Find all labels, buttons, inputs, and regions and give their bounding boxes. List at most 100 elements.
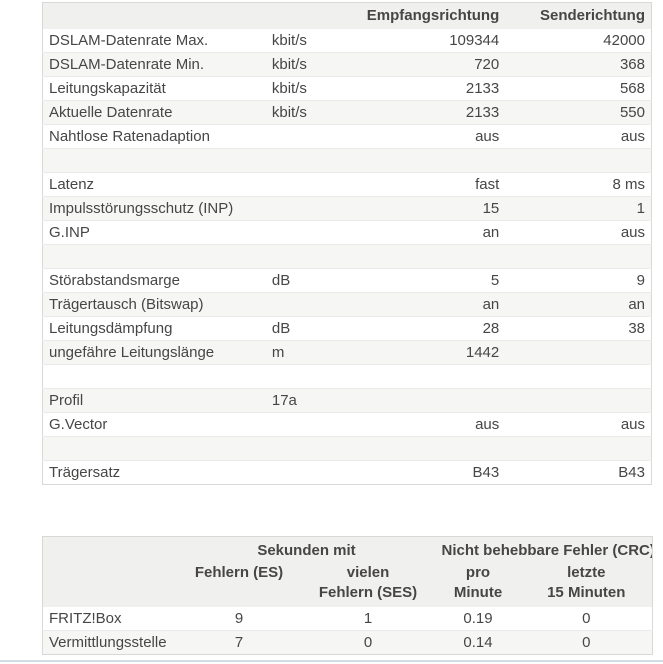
parameter-label <box>42 436 266 461</box>
seconds-with-group-header: Sekunden mit <box>177 536 436 561</box>
empty-header-cell <box>265 2 342 29</box>
dsl-table-row: G.Vector aus aus <box>42 412 652 437</box>
downstream-value: aus <box>341 412 506 437</box>
parameter-label: Impulsstörungsschutz (INP) <box>42 196 266 221</box>
crc-per-minute-value: 0.14 <box>435 630 521 655</box>
parameter-unit <box>265 148 342 173</box>
error-table-row: Vermittlungsstelle 7 0 0.14 0 <box>42 630 653 655</box>
parameter-unit: kbit/s <box>271 31 307 49</box>
ses-column-header: vielen Fehlern (SES) <box>300 560 436 607</box>
upstream-value: 1 <box>505 196 652 221</box>
parameter-unit <box>265 220 342 245</box>
dsl-table-body: DSLAM-Datenrate Max. kbit/s 109344 42000… <box>42 29 652 485</box>
parameter-unit <box>265 364 342 389</box>
last-15-minutes-column-header: letzte 15 Minuten <box>520 560 653 607</box>
error-counters-table: Sekunden mit Nicht behebbare Fehler (CRC… <box>42 536 654 655</box>
downstream-value: 28 <box>341 316 506 341</box>
parameter-label: Trägersatz <box>42 460 266 485</box>
dsl-table-row: Trägertausch (Bitswap) an an <box>42 292 652 317</box>
downstream-value <box>341 148 506 173</box>
dsl-table-row: Leitungskapazität kbit/s 2133 568 <box>42 76 652 101</box>
parameter-label: DSLAM-Datenrate Min. <box>42 52 266 77</box>
dsl-table-header-row: Empfangsrichtung Senderichtung <box>42 2 652 29</box>
dsl-table-row <box>42 244 652 269</box>
downstream-value: an <box>341 292 506 317</box>
error-table-group-header-row: Sekunden mit Nicht behebbare Fehler (CRC… <box>42 536 653 561</box>
downstream-column-header: Empfangsrichtung <box>341 2 506 29</box>
downstream-value: 5 <box>341 268 506 293</box>
parameter-unit: dB <box>265 316 342 341</box>
parameter-unit <box>265 244 342 269</box>
parameter-unit: kbit/s <box>265 100 342 125</box>
downstream-value <box>341 436 506 461</box>
upstream-value: aus <box>505 124 652 149</box>
downstream-value: 1442 <box>341 340 506 365</box>
parameter-unit: kbit/s <box>265 52 342 77</box>
upstream-value <box>505 244 652 269</box>
parameter-label <box>42 364 266 389</box>
dsl-table-row: Latenz fast 8 ms <box>42 172 652 197</box>
last15-header-line2: 15 Minuten <box>547 583 626 601</box>
empty-header-cell <box>42 560 178 607</box>
downstream-value: 109344 <box>449 31 500 49</box>
upstream-column-header: Senderichtung <box>505 2 652 29</box>
parameter-label: DSLAM-Datenrate Max. <box>49 31 209 49</box>
parameter-unit: kbit/s <box>265 76 342 101</box>
dsl-table-row <box>42 436 652 461</box>
per-minute-header-line2: Minute <box>453 583 503 601</box>
parameter-unit <box>265 196 342 221</box>
parameter-unit <box>265 436 342 461</box>
parameter-label: Profil <box>42 388 266 413</box>
upstream-value: an <box>505 292 652 317</box>
parameter-label <box>42 244 266 269</box>
upstream-value: 38 <box>505 316 652 341</box>
upstream-value: aus <box>505 412 652 437</box>
downstream-value: 2133 <box>341 100 506 125</box>
downstream-value: B43 <box>341 460 506 485</box>
ses-value: 1 <box>363 609 373 627</box>
ses-header-line1: vielen <box>346 563 390 581</box>
dsl-table-row: Nahtlose Ratenadaption aus aus <box>42 124 652 149</box>
error-table-sub-header-row: Fehlern (ES) vielen Fehlern (SES) pro Mi… <box>42 560 653 607</box>
downstream-value: 15 <box>341 196 506 221</box>
crc-per-minute-value: 0.19 <box>463 609 493 627</box>
crc-errors-group-header: Nicht behebbare Fehler (CRC) <box>435 536 653 561</box>
upstream-value: aus <box>505 220 652 245</box>
ses-header-line2: Fehlern (SES) <box>318 583 418 601</box>
error-table-row: FRITZ!Box 9 1 0.19 0 <box>43 607 653 631</box>
upstream-value: 550 <box>505 100 652 125</box>
error-table-body: FRITZ!Box 9 1 0.19 0 Vermittlungsstelle … <box>42 607 653 655</box>
parameter-label: Trägertausch (Bitswap) <box>42 292 266 317</box>
dsl-table-row: Aktuelle Datenrate kbit/s 2133 550 <box>42 100 652 125</box>
upstream-value: B43 <box>505 460 652 485</box>
upstream-value <box>505 436 652 461</box>
downstream-value: an <box>341 220 506 245</box>
parameter-label: G.INP <box>42 220 266 245</box>
dsl-parameters-table: Empfangsrichtung Senderichtung DSLAM-Dat… <box>42 2 652 485</box>
parameter-unit <box>265 124 342 149</box>
es-value: 9 <box>234 609 244 627</box>
parameter-label: Latenz <box>42 172 266 197</box>
dsl-table-row: Leitungsdämpfung dB 28 38 <box>42 316 652 341</box>
downstream-value: fast <box>341 172 506 197</box>
empty-header-cell <box>42 536 178 561</box>
parameter-unit <box>265 460 342 485</box>
crc-last-15-minutes-value: 0 <box>582 609 591 627</box>
upstream-value <box>505 148 652 173</box>
downstream-value: 2133 <box>341 76 506 101</box>
dsl-table-row: DSLAM-Datenrate Min. kbit/s 720 368 <box>42 52 652 77</box>
parameter-unit <box>265 412 342 437</box>
parameter-label: ungefähre Leitungslänge <box>42 340 266 365</box>
parameter-unit: 17a <box>265 388 342 413</box>
parameter-label <box>42 148 266 173</box>
dsl-table-row <box>42 364 652 389</box>
upstream-value <box>505 340 652 365</box>
downstream-value: 720 <box>341 52 506 77</box>
parameter-label: Nahtlose Ratenadaption <box>42 124 266 149</box>
dsl-table-row: Störabstandsmarge dB 5 9 <box>42 268 652 293</box>
upstream-value: 368 <box>505 52 652 77</box>
dsl-table-row: G.INP an aus <box>42 220 652 245</box>
parameter-unit: m <box>265 340 342 365</box>
es-value: 7 <box>177 630 301 655</box>
upstream-value <box>505 364 652 389</box>
